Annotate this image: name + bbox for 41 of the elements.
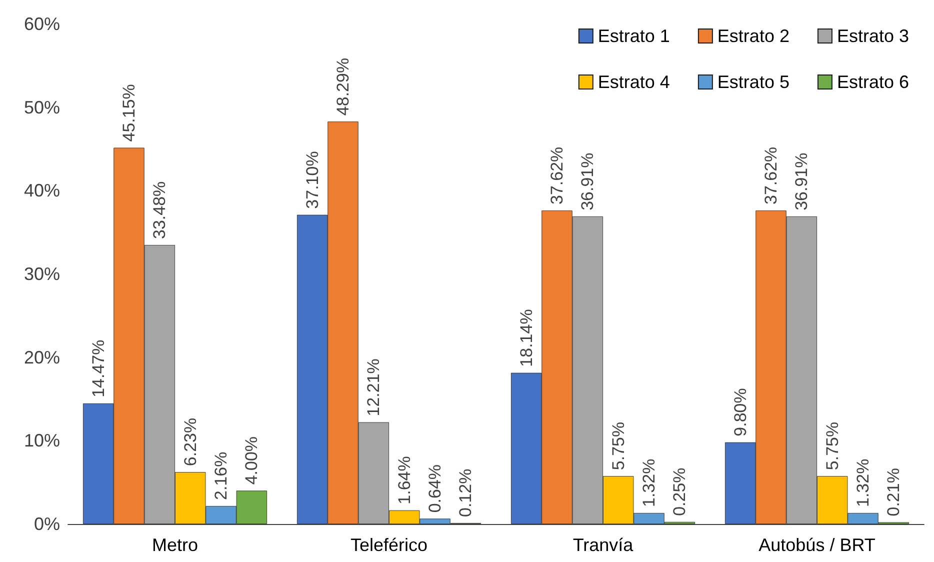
y-tick-label: 30% <box>24 264 60 284</box>
x-tick-label: Tranvía <box>572 535 634 555</box>
data-label: 6.23% <box>180 418 200 466</box>
y-tick-label: 20% <box>24 347 60 368</box>
x-tick-label: Autobús / BRT <box>758 535 876 555</box>
data-label: 9.80% <box>730 388 750 436</box>
y-tick-label: 50% <box>24 97 60 118</box>
data-label: 0.25% <box>670 468 690 516</box>
data-label: 45.15% <box>119 84 138 142</box>
data-label: 5.75% <box>608 422 628 470</box>
data-label: 12.21% <box>364 358 384 416</box>
data-label: 18.14% <box>516 309 536 367</box>
legend-label: Estrato 3 <box>836 26 910 46</box>
data-label: 37.10% <box>302 151 322 209</box>
y-tick-label: 10% <box>24 430 60 451</box>
data-label: 33.48% <box>150 181 170 239</box>
data-label: 1.32% <box>640 458 659 507</box>
y-tick-label: 60% <box>24 14 60 34</box>
data-label: 0.21% <box>884 468 904 516</box>
y-tick-label: 0% <box>34 514 60 534</box>
data-label: 36.91% <box>578 152 598 210</box>
data-label: 14.47% <box>88 340 108 398</box>
legend-label: Estrato 4 <box>598 72 670 92</box>
data-label: 0.64% <box>426 464 445 513</box>
data-label: 1.32% <box>854 458 873 507</box>
data-label: 4.00% <box>242 436 262 485</box>
legend-label: Estrato 6 <box>836 72 910 92</box>
legend-label: Estrato 2 <box>717 26 790 46</box>
x-tick-label: Metro <box>152 535 198 555</box>
data-label: 2.16% <box>212 452 231 500</box>
data-label: 1.64% <box>394 456 414 504</box>
data-label: 48.29% <box>333 58 352 116</box>
data-label: 36.91% <box>792 152 812 210</box>
data-label: 0.12% <box>456 468 476 517</box>
x-tick-label: Teleférico <box>350 535 428 555</box>
data-label: 5.75% <box>822 422 842 470</box>
y-tick-label: 40% <box>24 180 60 201</box>
legend-label: Estrato 5 <box>717 72 790 92</box>
legend-label: Estrato 1 <box>598 26 670 46</box>
data-label: 37.62% <box>761 146 780 204</box>
data-label: 37.62% <box>547 146 566 204</box>
